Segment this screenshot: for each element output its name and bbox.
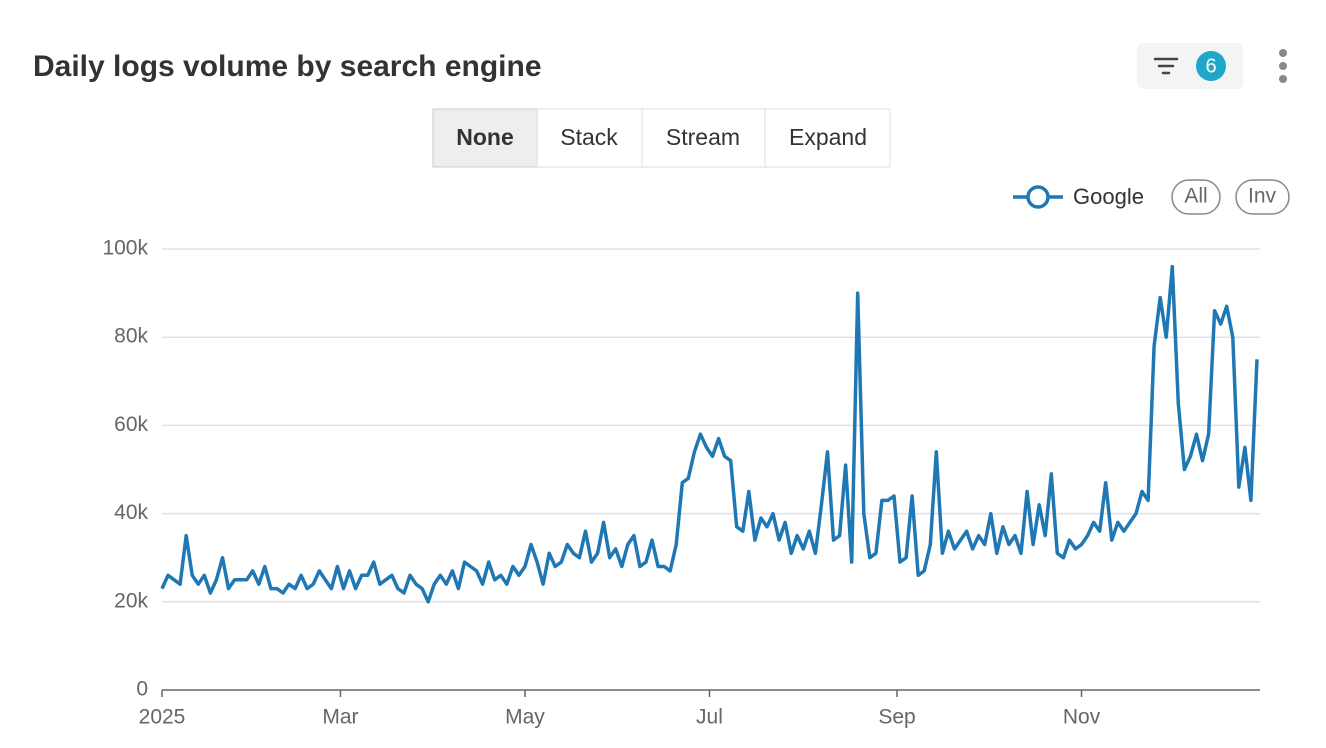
menu-button[interactable]: [1279, 49, 1287, 83]
y-tick-label: 80k: [114, 325, 148, 348]
x-tick-label: Mar: [322, 706, 358, 729]
y-tick-label: 0: [136, 678, 148, 701]
x-tick-label: May: [505, 706, 545, 729]
x-tick-label: Nov: [1063, 706, 1101, 729]
mode-button[interactable]: [764, 108, 891, 168]
mode-label: None: [456, 124, 514, 150]
filter-button[interactable]: [1137, 43, 1243, 89]
y-tick-label: 60k: [114, 413, 148, 436]
mode-buttons: None Stack Stream Expand: [432, 108, 891, 168]
chart-title: Daily logs volume by search engine: [33, 50, 542, 83]
series-line: [160, 264, 1259, 604]
filter-badge: [1196, 51, 1226, 81]
x-tick-label: Sep: [878, 706, 915, 729]
x-tick-label: 2025: [139, 706, 186, 729]
legend-inv-label: Inv: [1248, 185, 1277, 208]
mode-button[interactable]: [432, 108, 538, 168]
mode-label: Expand: [789, 124, 867, 150]
y-tick-label: 20k: [114, 589, 148, 612]
mode-label: Stack: [560, 124, 618, 150]
filter-icon: [1153, 57, 1179, 75]
mode-label: Stream: [666, 124, 740, 150]
legend-all-button[interactable]: [1171, 179, 1221, 215]
filter-count: 6: [1205, 55, 1216, 77]
legend-label[interactable]: Google: [1073, 184, 1144, 209]
y-tick-label: 40k: [114, 501, 148, 524]
y-tick-label: 100k: [102, 237, 148, 260]
legend-all-label: All: [1184, 185, 1207, 208]
legend-inv-button[interactable]: [1235, 179, 1290, 215]
legend-swatch-marker[interactable]: [1026, 185, 1050, 209]
mode-button[interactable]: [641, 108, 766, 168]
x-tick-label: Jul: [696, 706, 723, 729]
